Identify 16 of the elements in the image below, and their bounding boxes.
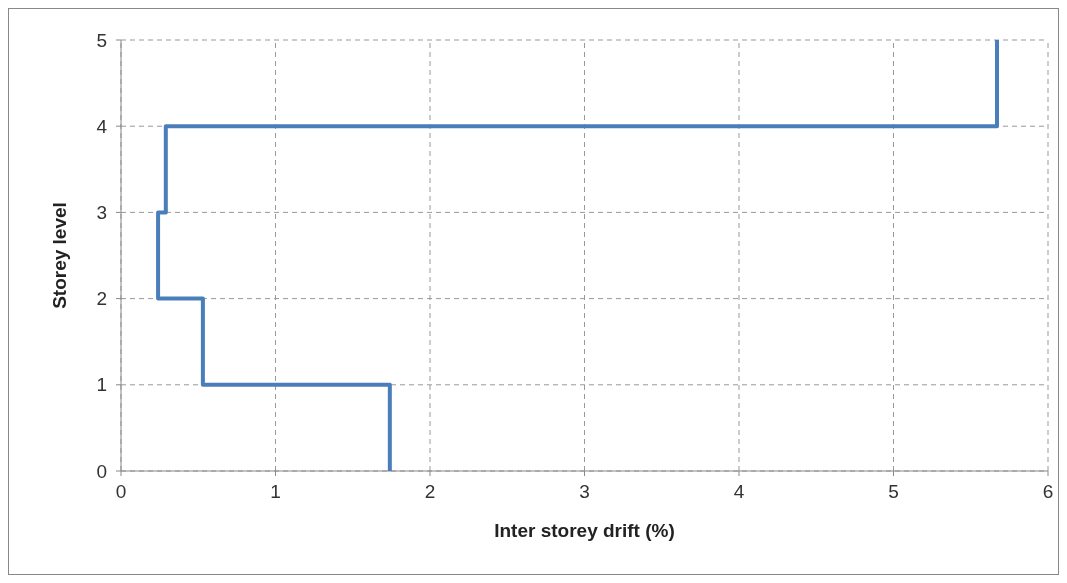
y-tick-label: 4 [96, 115, 108, 137]
x-tick-label: 1 [270, 481, 281, 502]
x-tick-label: 0 [115, 481, 127, 502]
y-tick-label: 0 [96, 460, 107, 482]
y-tick-label: 2 [96, 288, 107, 310]
line-series [156, 38, 1000, 473]
y-axis-title: Storey level [49, 202, 70, 309]
x-tick-label: 5 [888, 481, 899, 502]
y-tick-label: 5 [96, 29, 107, 51]
y-tick-label: 3 [96, 202, 107, 224]
y-tick-label: 1 [96, 374, 107, 396]
x-tick-label: 2 [424, 481, 436, 502]
x-axis-title: Inter storey drift (%) [494, 520, 675, 541]
x-tick-label: 4 [733, 481, 745, 502]
x-tick-label: 6 [1042, 481, 1054, 502]
x-tick-label: 3 [579, 481, 590, 502]
